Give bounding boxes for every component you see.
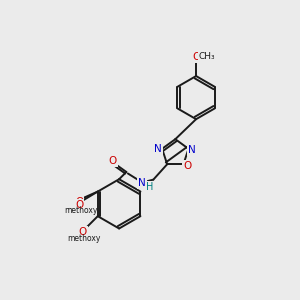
Text: methoxy: methoxy bbox=[68, 208, 74, 209]
Text: H: H bbox=[146, 182, 153, 192]
Text: O: O bbox=[183, 161, 191, 171]
Text: CH₃: CH₃ bbox=[199, 52, 215, 61]
Text: methoxy: methoxy bbox=[67, 234, 100, 243]
Text: O: O bbox=[75, 200, 83, 210]
Text: O: O bbox=[192, 52, 200, 62]
Text: N: N bbox=[154, 144, 162, 154]
Text: N: N bbox=[138, 178, 146, 188]
Text: N: N bbox=[188, 145, 196, 155]
Text: O: O bbox=[75, 197, 83, 207]
Text: O: O bbox=[108, 156, 117, 166]
Text: methoxy: methoxy bbox=[64, 206, 98, 215]
Text: O: O bbox=[78, 227, 86, 237]
